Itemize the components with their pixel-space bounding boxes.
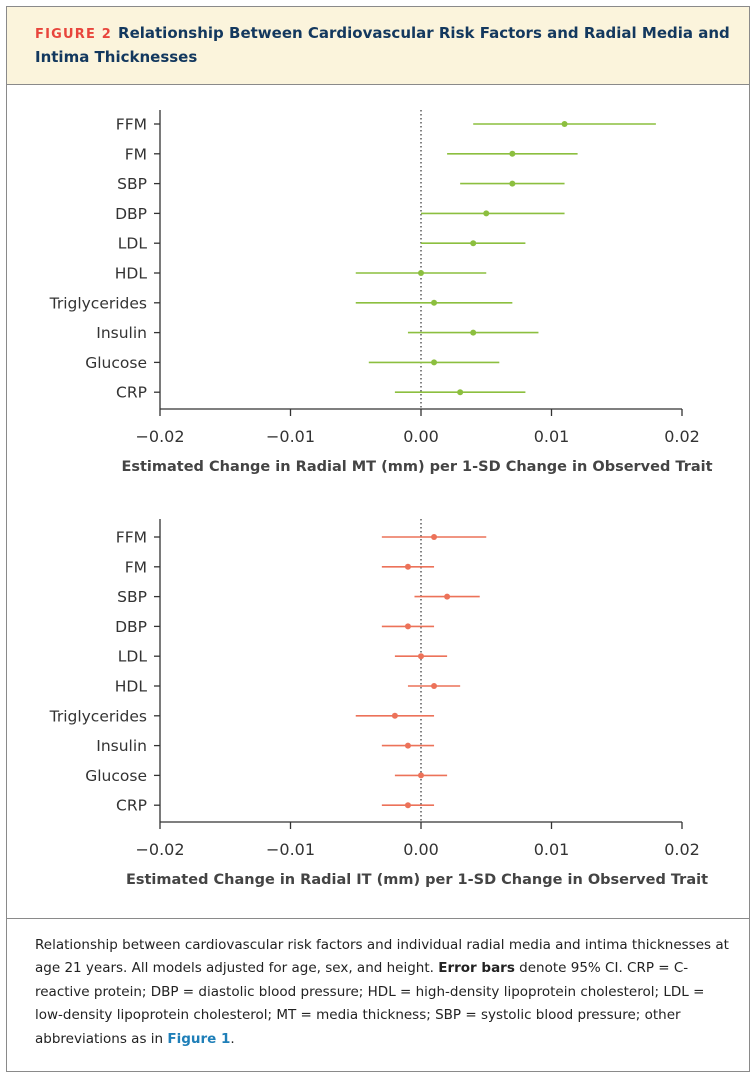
category-label: CRP [116,797,147,815]
category-label: LDL [118,235,148,253]
x-tick-label: −0.02 [135,427,184,446]
point-estimate [561,121,568,127]
point-estimate [483,210,490,217]
x-tick-label: 0.00 [403,427,439,446]
point-estimate [418,270,424,276]
x-axis-title: Estimated Change in Radial IT (mm) per 1… [126,872,708,888]
category-label: FM [125,558,147,576]
category-label: DBP [115,205,147,223]
category-label: Insulin [96,737,147,755]
figure-container: FIGURE 2 Relationship Between Cardiovascu… [6,6,750,1072]
point-estimate [509,150,516,157]
point-estimate [509,180,516,187]
category-label: Triglycerides [49,707,147,725]
figure-caption: Relationship between cardiovascular risk… [7,918,749,1051]
point-estimate [431,534,438,540]
panel-radial-mt: −0.02 −0.01 0.00 0.01 0.02 Estimated Change i… [49,110,713,475]
category-label: FFM [116,116,147,134]
x-tick-label: −0.01 [266,427,315,446]
x-tick-label: 0.00 [403,840,439,859]
x-tick-label: −0.01 [266,840,315,859]
x-tick-label: 0.01 [534,840,570,859]
x-tick-label: 0.02 [664,427,700,446]
caption-text-3: . [230,1030,235,1047]
category-label: Glucose [85,354,147,372]
point-estimate [418,653,424,660]
caption-bold: Error bars [438,960,515,977]
forest-plots: −0.02 −0.01 0.00 0.01 0.02 Estimated Change i… [49,110,713,888]
point-estimate [431,299,438,306]
x-tick-label: 0.01 [534,427,570,446]
category-label: Glucose [85,767,147,785]
category-label: FM [125,145,147,163]
caption-figure-link[interactable]: Figure 1 [167,1030,231,1047]
x-tick-label: −0.02 [135,840,184,859]
figure-number: FIGURE 2 [35,27,113,42]
category-label: SBP [117,588,147,606]
figure-title: Relationship Between Cardiovascular Risk… [35,24,730,66]
category-label: FFM [116,529,147,547]
point-estimate [444,593,451,600]
category-label: Insulin [96,324,147,342]
point-estimate [404,802,411,809]
x-axis-title: Estimated Change in Radial MT (mm) per 1… [121,459,712,475]
caption-text-2: denote 95% CI. CRP = C-reactive protein;… [35,960,705,1047]
point-estimate [404,742,411,749]
panel-radial-it: −0.02 −0.01 0.00 0.01 0.02 Estimated Change i… [49,519,708,888]
x-tick-label: 0.02 [664,840,700,859]
caption-text-1: Relationship between cardiovascular risk… [35,937,729,977]
point-estimate [418,772,424,779]
point-estimate [404,623,411,630]
category-label: HDL [115,678,148,696]
category-label: LDL [118,648,148,666]
point-estimate [470,329,477,336]
figure-header: FIGURE 2 Relationship Between Cardiovascu… [7,7,749,85]
category-label: HDL [115,265,148,283]
category-label: CRP [116,384,147,402]
category-label: DBP [115,618,147,636]
point-estimate [431,683,438,689]
category-label: SBP [117,175,147,193]
point-estimate [457,389,464,396]
point-estimate [404,563,411,570]
point-estimate [470,240,477,247]
category-label: Triglycerides [49,294,147,312]
point-estimate [431,359,438,366]
point-estimate [391,712,398,719]
